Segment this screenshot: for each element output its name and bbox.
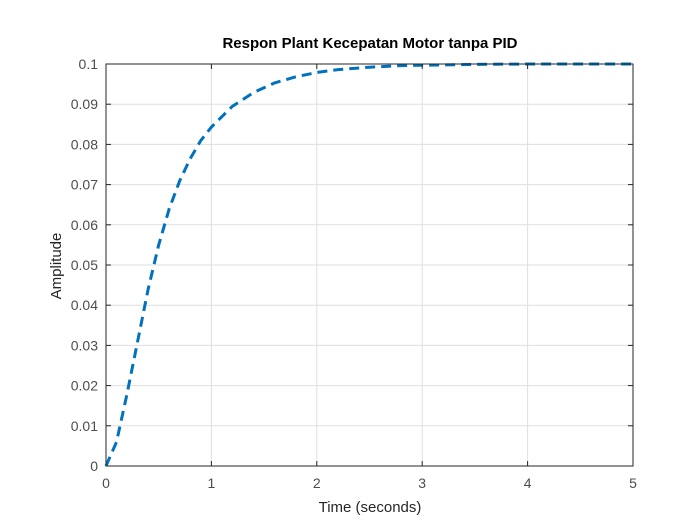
y-tick-label: 0.03 <box>71 337 98 353</box>
x-axis-label: Time (seconds) <box>319 499 422 516</box>
grid <box>105 63 634 467</box>
y-tick-label: 0.1 <box>79 56 99 72</box>
y-tick-label: 0.06 <box>71 217 98 233</box>
chart-title: Respon Plant Kecepatan Motor tanpa PID <box>222 35 517 52</box>
y-tick-label: 0.05 <box>71 257 98 273</box>
series-line <box>104 62 633 467</box>
x-tick-label: 3 <box>418 475 426 491</box>
x-tick-label: 2 <box>313 475 321 491</box>
y-tick-label: 0.01 <box>71 418 98 434</box>
y-tick-label: 0.08 <box>71 136 98 152</box>
y-tick-label: 0.02 <box>71 378 98 394</box>
x-tick-label: 5 <box>629 475 637 491</box>
y-tick-label: 0.04 <box>71 297 98 313</box>
y-tick-label: 0 <box>90 458 98 474</box>
y-tick-label: 0.07 <box>71 177 98 193</box>
y-tick-label: 0.09 <box>71 96 98 112</box>
ticks: 0 1 2 3 4 5 0 0.01 0.02 0.03 0.04 0.05 0.06 0.07 0.08 0… <box>71 56 637 491</box>
x-tick-label: 4 <box>524 475 532 491</box>
x-tick-label: 1 <box>208 475 216 491</box>
series-layer <box>104 62 633 467</box>
y-axis-label: Amplitude <box>48 233 65 300</box>
x-tick-label: 0 <box>102 475 110 491</box>
